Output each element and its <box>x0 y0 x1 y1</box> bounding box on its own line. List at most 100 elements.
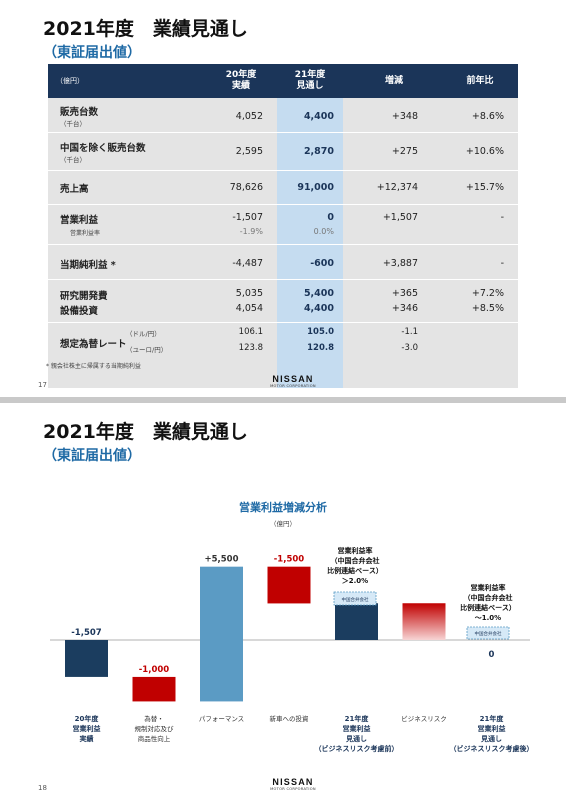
footnote: * 親会社株主に帰属する当期純利益 <box>46 363 141 370</box>
slide-17: 2021年度 業績見通し （東証届出値） （億円） 20年度 実績 21年度 見… <box>0 0 566 397</box>
row-sub-op-margin: 営業利益率 <box>70 230 101 237</box>
category-label-4: 新車への投資 <box>270 714 310 723</box>
row-divider <box>48 170 518 171</box>
category-label-1: 実績 <box>80 734 94 743</box>
chart-title: 営業利益増減分析 <box>239 501 327 514</box>
cell-forecast: 4,400 <box>303 111 334 122</box>
row-label-net-income: 当期純利益 * <box>60 260 116 271</box>
cell-yoy: +7.2% <box>471 288 504 299</box>
col-actual-1: 20年度 <box>225 70 257 80</box>
slide-separator <box>0 397 566 403</box>
cell-change: +3,887 <box>382 258 418 269</box>
row-sub-units: （千台） <box>60 120 86 128</box>
nissan-logo: NISSAN MOTOR CORPORATION <box>258 777 328 791</box>
chart-unit: （億円） <box>270 520 296 528</box>
row-divider <box>48 204 518 205</box>
row-label-rd: 研究開発費 <box>60 291 108 302</box>
cell-yoy: +15.7% <box>465 182 504 193</box>
value-label-3: +5,500 <box>204 555 238 565</box>
cell-forecast: 5,400 <box>303 288 334 299</box>
value-label-4: -1,500 <box>274 555 304 565</box>
waterfall-bar-5 <box>335 603 378 640</box>
col-yoy: 前年比 <box>466 76 494 86</box>
category-label-2: 為替・ <box>144 714 164 723</box>
cell-change: +346 <box>391 303 418 314</box>
cell-yoy: - <box>500 258 504 269</box>
cell-change: +365 <box>391 288 418 299</box>
row-divider <box>48 279 518 280</box>
page-number: 18 <box>38 784 47 792</box>
cell-eur-actual: 123.8 <box>238 343 263 353</box>
waterfall-bar-2 <box>132 676 176 702</box>
margin-note-before-1: 営業利益率 <box>338 546 373 555</box>
slide-18: 2021年度 業績見通し （東証届出値） 営業利益増減分析 （億円） -1,50… <box>0 403 566 800</box>
cell-actual: 4,052 <box>235 111 263 122</box>
cell-change: +1,507 <box>382 212 418 223</box>
table-header <box>48 64 518 98</box>
row-label-units: 販売台数 <box>60 107 99 118</box>
logo-text: NISSAN <box>272 374 314 384</box>
category-label-7: 営業利益 <box>478 724 506 733</box>
col-forecast-2: 見通し <box>296 81 324 91</box>
category-label-7: （ビジネスリスク考慮後） <box>450 744 534 753</box>
margin-note-before-2: （中国合弁会社 <box>331 556 380 565</box>
category-label-3: パフォーマンス <box>199 715 244 723</box>
row-divider <box>48 244 518 245</box>
cell-forecast: -600 <box>310 258 334 269</box>
cell-forecast: 91,000 <box>297 182 334 193</box>
cell-actual: 4,054 <box>235 303 263 314</box>
category-label-7: 21年度 <box>480 714 505 723</box>
cell-usd-forecast: 105.0 <box>307 327 334 337</box>
col-forecast-1: 21年度 <box>294 70 326 80</box>
category-label-5: 21年度 <box>345 714 370 723</box>
jv-box-before-label: 中国合弁会社 <box>342 596 369 603</box>
logo-subtext: MOTOR CORPORATION <box>270 384 316 388</box>
category-label-1: 営業利益 <box>73 724 101 733</box>
cell-yoy: - <box>500 212 504 223</box>
cell-eur-change: -3.0 <box>401 343 418 353</box>
margin-note-after-3: 比例連結ベース） <box>460 603 516 612</box>
slide-title: 2021年度 業績見通し <box>43 421 248 443</box>
category-label-2: 規制対応及び <box>135 724 175 733</box>
fx-eur-label: （ユーロ/円） <box>126 346 168 354</box>
waterfall-bar-6 <box>402 603 446 640</box>
cell-yoy: +8.5% <box>471 303 504 314</box>
cell-change: +348 <box>391 111 418 122</box>
cell-usd-actual: 106.1 <box>238 327 263 337</box>
category-label-7: 見通し <box>480 734 502 743</box>
logo-text: NISSAN <box>272 777 314 787</box>
row-label-capex: 設備投資 <box>60 306 99 317</box>
waterfall-bar-4 <box>267 566 311 604</box>
waterfall-bar-3 <box>200 566 243 702</box>
waterfall-bar-1 <box>65 640 108 677</box>
cell-op-margin-forecast: 0.0% <box>313 227 334 236</box>
cell-actual: 5,035 <box>235 288 263 299</box>
row-label-fx: 想定為替レート <box>60 339 127 350</box>
category-label-5: 見通し <box>345 734 367 743</box>
row-sub-units-ex-china: （千台） <box>60 156 86 164</box>
forecast-table: （億円） 20年度 実績 21年度 見通し 増減 前年比 販売台数 （千台） 4… <box>48 64 518 388</box>
cell-actual: 2,595 <box>235 146 263 157</box>
category-label-2: 商品性向上 <box>138 734 171 743</box>
margin-note-before-3: 比例連結ベース） <box>327 566 383 575</box>
cell-forecast: 4,400 <box>303 303 334 314</box>
margin-note-before-4: ＞2.0% <box>342 577 368 585</box>
category-label-5: （ビジネスリスク考慮前） <box>315 744 399 753</box>
row-divider <box>48 322 518 323</box>
cell-yoy: +10.6% <box>465 146 504 157</box>
cell-actual: -4,487 <box>232 258 263 269</box>
slide-subtitle: （東証届出値） <box>43 448 141 464</box>
jv-box-after <box>466 626 510 640</box>
cell-change: +12,374 <box>376 182 418 193</box>
fx-usd-label: （ドル/円） <box>126 330 161 338</box>
col-change: 増減 <box>384 76 403 86</box>
cell-forecast: 2,870 <box>303 146 334 157</box>
cell-yoy: +8.6% <box>471 111 504 122</box>
cell-actual: 78,626 <box>229 182 263 193</box>
value-label-2: -1,000 <box>139 665 169 675</box>
cell-actual: -1,507 <box>232 212 263 223</box>
forecast-column-highlight <box>277 98 343 388</box>
jv-box-after-label: 中国合弁会社 <box>475 630 502 637</box>
value-label-7: 0 <box>489 650 495 660</box>
